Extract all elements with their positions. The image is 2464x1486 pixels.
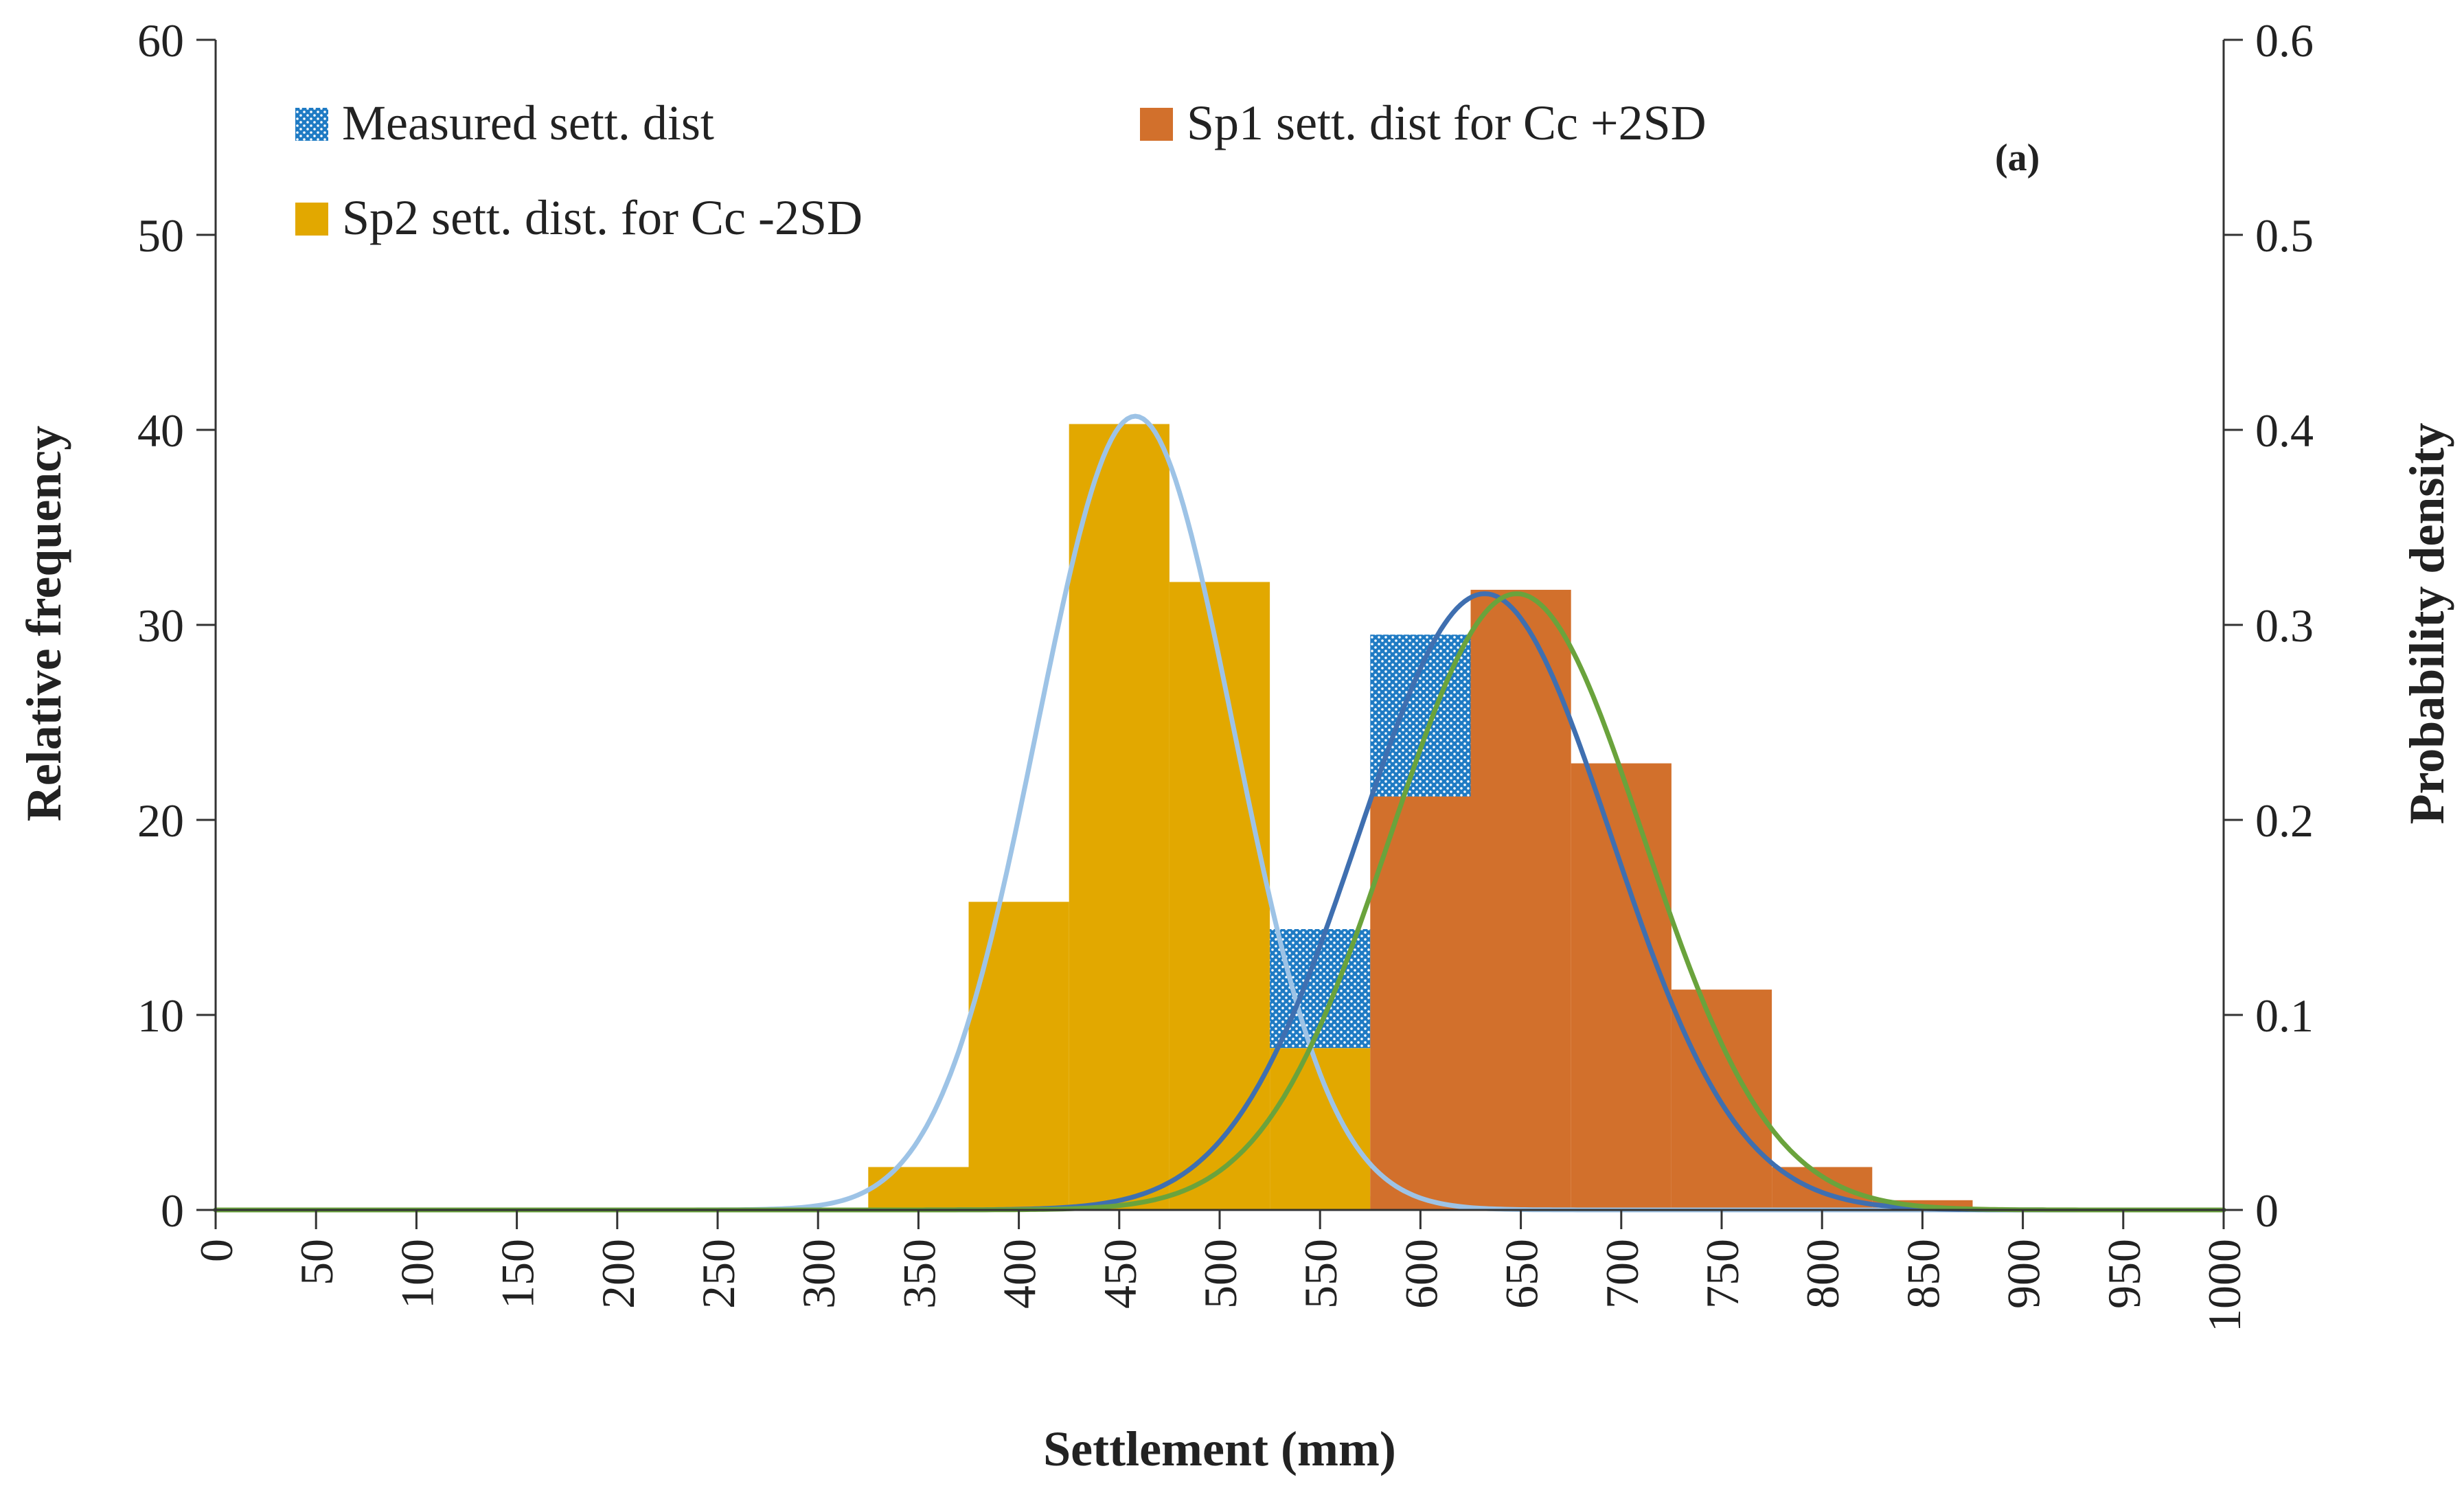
x-tick-label: 550 — [1294, 1239, 1347, 1309]
y-tick-label: 10 — [137, 990, 184, 1042]
x-tick-label: 1000 — [2198, 1239, 2250, 1332]
y-tick-label: 0 — [161, 1185, 184, 1237]
legend-swatch-sp1 — [1140, 108, 1173, 141]
y2-tick-label: 0 — [2255, 1185, 2279, 1237]
x-tick-label: 950 — [2098, 1239, 2150, 1309]
y2-tick-label: 0.6 — [2255, 14, 2314, 67]
x-tick-label: 900 — [1998, 1239, 2050, 1309]
x-tick-label: 250 — [692, 1239, 744, 1309]
bar-sp1-600 — [1370, 796, 1471, 1210]
y2-tick-label: 0.2 — [2255, 795, 2314, 847]
x-tick-label: 150 — [492, 1239, 544, 1309]
x-tick-label: 600 — [1395, 1239, 1447, 1309]
y-tick-label: 20 — [137, 795, 184, 847]
chart-legend: Measured sett. dist Sp1 sett. dist for C… — [295, 95, 1707, 245]
x-tick-label: 350 — [893, 1239, 945, 1309]
y-tick-label: 50 — [137, 209, 184, 262]
y2-axis-title: Probability density — [2399, 423, 2454, 825]
x-tick-label: 50 — [290, 1239, 343, 1285]
bar-sp1-650 — [1470, 589, 1571, 1210]
legend-swatch-sp2 — [295, 203, 328, 236]
legend-label-sp1: Sp1 sett. dist for Cc +2SD — [1187, 95, 1707, 150]
bar-sp1-700 — [1571, 763, 1672, 1210]
y2-tick-label: 0.5 — [2255, 209, 2314, 262]
x-tick-label: 800 — [1796, 1239, 1849, 1309]
y2-tick-label: 0.1 — [2255, 990, 2314, 1042]
x-tick-label: 850 — [1897, 1239, 1949, 1309]
panel-annotation: (a) — [1995, 137, 2040, 179]
x-tick-label: 200 — [592, 1239, 644, 1309]
bar-sp2-500 — [1169, 582, 1270, 1210]
x-tick-label: 100 — [391, 1239, 443, 1309]
legend-swatch-measured — [295, 108, 328, 141]
x-tick-label: 750 — [1696, 1239, 1748, 1309]
x-tick-label: 400 — [994, 1239, 1046, 1309]
x-tick-label: 650 — [1496, 1239, 1548, 1309]
x-tick-label: 0 — [190, 1239, 242, 1262]
y2-tick-label: 0.3 — [2255, 599, 2314, 652]
histogram-bars — [868, 424, 1973, 1210]
y-tick-label: 30 — [137, 599, 184, 652]
bar-sp2-450 — [1069, 424, 1170, 1210]
bar-sp2-350 — [868, 1167, 969, 1210]
y-tick-label: 40 — [137, 404, 184, 457]
x-tick-label: 300 — [792, 1239, 845, 1309]
y-axis-title: Relative frequency — [16, 426, 71, 822]
x-tick-label: 500 — [1194, 1239, 1246, 1309]
legend-label-measured: Measured sett. dist — [342, 95, 714, 150]
x-tick-label: 450 — [1094, 1239, 1146, 1309]
x-tick-label: 700 — [1596, 1239, 1648, 1309]
x-axis-title: Settlement (mm) — [1043, 1421, 1396, 1476]
y2-tick-label: 0.4 — [2255, 404, 2314, 457]
bar-sp2-400 — [968, 902, 1069, 1210]
legend-label-sp2: Sp2 sett. dist. for Cc -2SD — [342, 190, 863, 245]
y-tick-label: 60 — [137, 14, 184, 67]
